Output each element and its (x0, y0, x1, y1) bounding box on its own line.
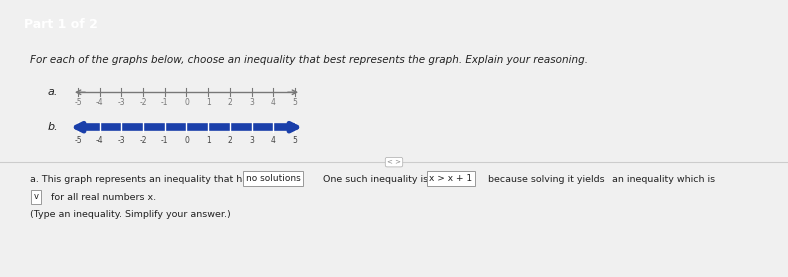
Text: -3: -3 (117, 98, 125, 107)
Text: -2: -2 (139, 136, 147, 145)
Text: (Type an inequality. Simplify your answer.): (Type an inequality. Simplify your answe… (30, 210, 231, 219)
Text: 3: 3 (249, 136, 254, 145)
Text: an inequality which is: an inequality which is (609, 175, 716, 184)
Text: -5: -5 (74, 136, 82, 145)
Text: 0: 0 (184, 98, 189, 107)
Text: Part 1 of 2: Part 1 of 2 (24, 18, 98, 31)
Text: -1: -1 (161, 98, 169, 107)
Text: b.: b. (48, 122, 58, 132)
Text: 5: 5 (292, 98, 297, 107)
Text: < >: < > (387, 159, 401, 165)
Text: no solutions: no solutions (246, 174, 300, 183)
Text: 2: 2 (228, 98, 232, 107)
Text: One such inequality is: One such inequality is (323, 175, 431, 184)
Text: for all real numbers x.: for all real numbers x. (48, 193, 156, 202)
Text: -1: -1 (161, 136, 169, 145)
Text: -2: -2 (139, 98, 147, 107)
Text: 1: 1 (206, 98, 210, 107)
Text: -5: -5 (74, 98, 82, 107)
Text: 3: 3 (249, 98, 254, 107)
Text: 4: 4 (271, 98, 276, 107)
Text: v: v (34, 192, 39, 201)
Text: -4: -4 (96, 98, 103, 107)
Text: -4: -4 (96, 136, 103, 145)
Text: 5: 5 (292, 136, 297, 145)
Text: 4: 4 (271, 136, 276, 145)
Text: -3: -3 (117, 136, 125, 145)
Text: a. This graph represents an inequality that has: a. This graph represents an inequality t… (30, 175, 256, 184)
Text: because solving it yields: because solving it yields (485, 175, 608, 184)
Text: 0: 0 (184, 136, 189, 145)
Text: a.: a. (48, 87, 58, 97)
Text: x > x + 1: x > x + 1 (429, 174, 473, 183)
Text: For each of the graphs below, choose an inequality that best represents the grap: For each of the graphs below, choose an … (30, 55, 588, 65)
Text: 1: 1 (206, 136, 210, 145)
Text: 2: 2 (228, 136, 232, 145)
